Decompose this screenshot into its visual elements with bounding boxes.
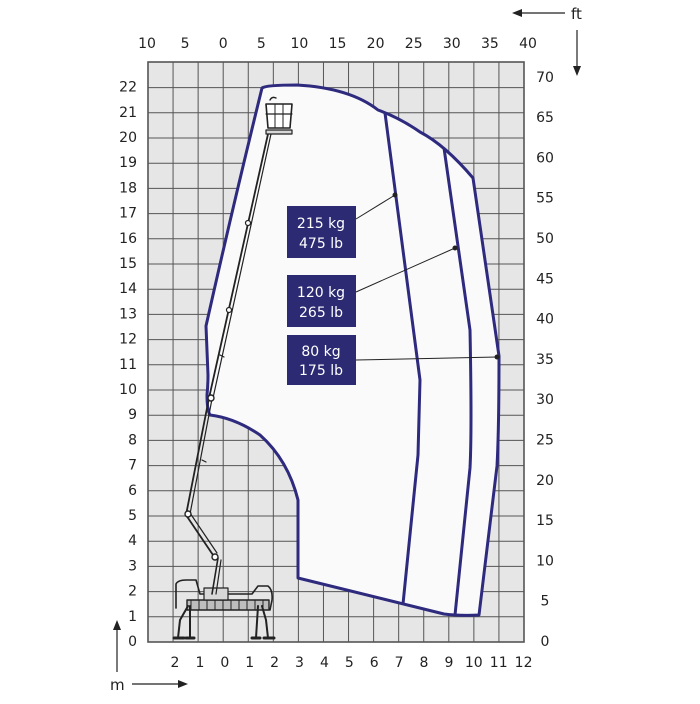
- y-tick-label-meters: 3: [128, 558, 137, 574]
- x-tick-label-meters: 1: [245, 655, 254, 671]
- x-tick-label-feet: 5: [257, 36, 266, 52]
- leader-dot-120-kg: [452, 245, 458, 251]
- x-tick-label-meters: 0: [220, 655, 229, 671]
- meters-unit-indicator: m: [110, 620, 188, 694]
- y-tick-label-feet: 20: [536, 473, 554, 489]
- x-tick-label-meters: 2: [171, 655, 180, 671]
- x-tick-label-meters: 3: [295, 655, 304, 671]
- y-tick-label-meters: 15: [119, 256, 137, 272]
- axis-top-feet: 10 5 0 5 10 15 20 25 30 35 40: [138, 36, 537, 52]
- y-tick-label-meters: 2: [128, 584, 137, 600]
- feet-unit-label: ft: [571, 5, 582, 23]
- y-tick-label-meters: 6: [128, 483, 137, 499]
- load-label-215-kg: 215 kg 475 lb: [287, 206, 356, 258]
- y-tick-label-feet: 50: [536, 231, 554, 247]
- x-tick-label-feet: 30: [443, 36, 461, 52]
- leader-lines: [355, 192, 500, 361]
- y-tick-label-feet: 5: [541, 594, 550, 610]
- leader-dot-80-kg: [494, 354, 500, 360]
- y-tick-label-feet: 25: [536, 433, 554, 449]
- x-tick-label-feet: 0: [219, 36, 228, 52]
- y-tick-label-meters: 14: [119, 281, 137, 297]
- envelope-80-kg-boundary: [442, 147, 473, 616]
- y-tick-label-meters: 9: [128, 407, 137, 423]
- load-label-120-kg-lb: 265 lb: [299, 305, 343, 321]
- load-label-80-kg-lb: 175 lb: [299, 363, 343, 379]
- x-tick-label-feet: 15: [329, 36, 347, 52]
- y-tick-label-meters: 4: [128, 533, 137, 549]
- load-label-215-kg-lb: 475 lb: [299, 236, 343, 252]
- x-tick-label-feet: 35: [481, 36, 499, 52]
- x-tick-label-meters: 9: [444, 655, 453, 671]
- y-tick-label-meters: 19: [119, 155, 137, 171]
- y-tick-label-meters: 16: [119, 231, 137, 247]
- plot-frame: [147, 61, 525, 643]
- x-tick-label-meters: 4: [320, 655, 329, 671]
- y-tick-label-meters: 13: [119, 306, 137, 322]
- lift-basket: [265, 96, 293, 135]
- y-tick-label-feet: 60: [536, 150, 554, 166]
- leader-line-120-kg: [355, 247, 456, 293]
- y-tick-label-feet: 35: [536, 352, 554, 368]
- lift-boom: [184, 133, 272, 595]
- axis-bottom-meters: 2 1 0 1 2 3 4 5 6 7 8 9 10 11 12: [171, 655, 533, 671]
- y-tick-label-meters: 21: [119, 105, 137, 121]
- x-tick-label-meters: 5: [345, 655, 354, 671]
- load-label-80-kg: 80 kg 175 lb: [287, 335, 356, 385]
- y-tick-label-feet: 0: [541, 634, 550, 650]
- y-tick-label-meters: 1: [128, 609, 137, 625]
- y-tick-label-feet: 10: [536, 553, 554, 569]
- load-label-120-kg-kg: 120 kg: [297, 285, 345, 301]
- y-tick-label-meters: 18: [119, 180, 137, 196]
- x-tick-label-feet: 10: [290, 36, 308, 52]
- y-tick-label-meters: 17: [119, 206, 137, 222]
- x-tick-label-meters: 2: [270, 655, 279, 671]
- x-tick-label-meters: 7: [395, 655, 404, 671]
- x-tick-label-meters: 1: [195, 655, 204, 671]
- spider-lift-drawing: [172, 96, 293, 640]
- x-tick-label-feet: 10: [138, 36, 156, 52]
- y-tick-label-meters: 0: [128, 634, 137, 650]
- load-label-215-kg-kg: 215 kg: [297, 216, 345, 232]
- y-tick-label-feet: 45: [536, 271, 554, 287]
- feet-unit-indicator: ft: [512, 5, 582, 76]
- x-tick-label-feet: 40: [519, 36, 537, 52]
- x-tick-label-feet: 20: [367, 36, 385, 52]
- y-tick-label-feet: 30: [536, 392, 554, 408]
- x-tick-label-meters: 8: [420, 655, 429, 671]
- x-tick-label-meters: 12: [515, 655, 533, 671]
- x-tick-label-meters: 11: [490, 655, 508, 671]
- x-tick-label-meters: 10: [465, 655, 483, 671]
- x-tick-label-feet: 25: [405, 36, 423, 52]
- y-tick-label-meters: 7: [128, 458, 137, 474]
- load-label-120-kg: 120 kg 265 lb: [287, 275, 356, 327]
- load-label-80-kg-kg: 80 kg: [301, 344, 340, 360]
- axis-right-feet: 0 5 10 15 20 25 30 35 40 45 50 55 60 65 70: [536, 70, 554, 650]
- y-tick-label-feet: 15: [536, 513, 554, 529]
- x-tick-label-meters: 6: [370, 655, 379, 671]
- y-tick-label-feet: 65: [536, 110, 554, 126]
- leader-line-80-kg: [355, 356, 498, 361]
- y-tick-label-meters: 5: [128, 508, 137, 524]
- y-tick-label-feet: 40: [536, 312, 554, 328]
- meters-unit-label: m: [110, 676, 125, 694]
- y-tick-label-meters: 8: [128, 432, 137, 448]
- y-tick-label-meters: 20: [119, 130, 137, 146]
- leader-dot-215-kg: [392, 192, 398, 198]
- y-tick-label-feet: 55: [536, 191, 554, 207]
- y-tick-label-meters: 10: [119, 382, 137, 398]
- envelope-120-kg-boundary: [383, 112, 422, 605]
- x-tick-label-feet: 5: [181, 36, 190, 52]
- y-tick-label-feet: 70: [536, 70, 554, 86]
- leader-line-215-kg: [355, 194, 396, 220]
- y-tick-label-meters: 22: [119, 80, 137, 96]
- y-tick-label-meters: 11: [119, 357, 137, 373]
- y-tick-label-meters: 12: [119, 332, 137, 348]
